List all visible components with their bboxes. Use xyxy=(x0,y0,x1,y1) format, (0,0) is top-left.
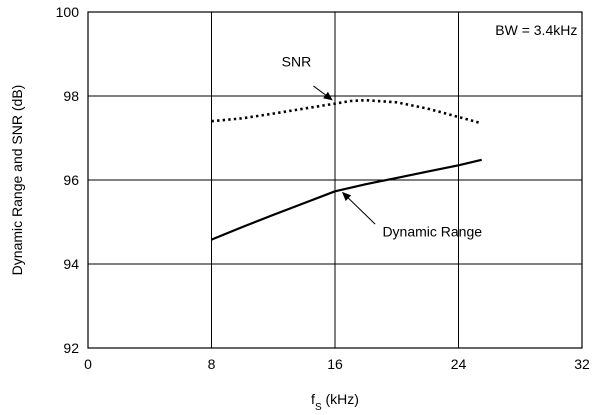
dynamic-range-arrow xyxy=(342,191,376,225)
snr-annotation: SNR xyxy=(282,54,312,70)
grid xyxy=(88,12,582,348)
snr-arrow xyxy=(313,85,333,101)
y-axis-label: Dynamic Range and SNR (dB) xyxy=(9,85,25,276)
bw-3-4khz-annotation: BW = 3.4kHz xyxy=(495,22,577,38)
x-tick-label: 24 xyxy=(451,356,467,372)
x-tick-label: 8 xyxy=(208,356,216,372)
tick-labels: 0 8 16 24 32 92 94 96 98 100 xyxy=(56,4,590,372)
dynamic-range-annotation: Dynamic Range xyxy=(382,224,482,240)
series-layer xyxy=(211,98,483,241)
x-tick-label: 16 xyxy=(327,356,343,372)
y-tick-label: 96 xyxy=(63,172,79,188)
dynamic-range-line xyxy=(211,158,482,241)
x-tick-label: 32 xyxy=(574,356,590,372)
y-tick-label: 94 xyxy=(63,256,79,272)
plot-frame xyxy=(87,11,583,349)
y-tick-label: 92 xyxy=(63,340,79,356)
snr-line xyxy=(211,98,483,125)
y-tick-label: 100 xyxy=(56,4,80,20)
x-tick-label: 0 xyxy=(84,356,92,372)
x-axis-label: fS (kHz) xyxy=(311,391,359,413)
y-tick-label: 98 xyxy=(63,88,79,104)
annotations: SNR Dynamic Range BW = 3.4kHz xyxy=(282,22,578,240)
